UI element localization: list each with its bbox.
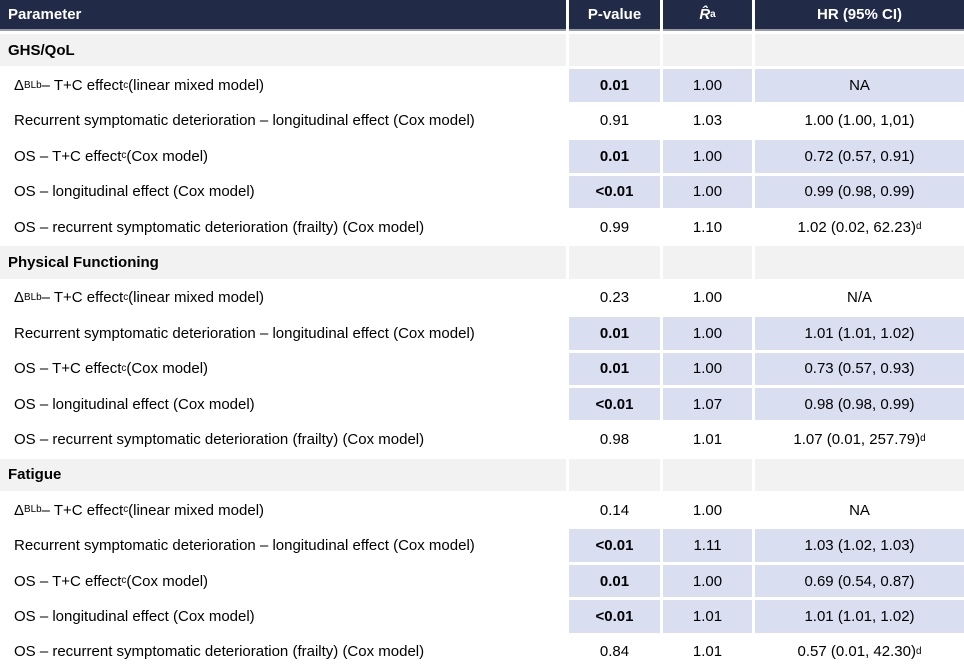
hr-ci-cell: 1.07 (0.01, 257.79) d [755,423,964,456]
section-cell-pvalue [569,458,660,492]
r-hat-cell: 1.00 [663,564,752,598]
hr-ci-cell: 0.69 (0.54, 0.87) [755,564,964,598]
p-value-cell: 0.99 [569,210,660,244]
section-cell-rhat [663,458,752,492]
section-title: Fatigue [0,458,566,492]
hr-ci-cell: NA [755,494,964,527]
section-title: GHS/QoL [0,34,566,67]
r-hat-cell: 1.01 [663,635,752,667]
p-value-cell: 0.01 [569,69,660,102]
hr-ci-cell: 1.01 (1.01, 1.02) [755,317,964,350]
hr-ci-cell: 0.73 (0.57, 0.93) [755,352,964,385]
parameter-label: OS – recurrent symptomatic deterioration… [0,423,566,456]
r-hat-cell: 1.00 [663,140,752,173]
parameter-label: Recurrent symptomatic deterioration – lo… [0,104,566,138]
p-value-cell: 0.98 [569,423,660,456]
column-header-parameter: Parameter [0,0,566,31]
hr-ci-cell: 0.72 (0.57, 0.91) [755,140,964,173]
parameter-label: Δ BL b – T+C effect c (linear mixed model) [0,69,566,102]
hr-ci-cell: 1.01 (1.01, 1.02) [755,600,964,633]
hr-ci-cell: 1.02 (0.02, 62.23) d [755,210,964,244]
r-hat-cell: 1.00 [663,352,752,385]
p-value-cell: 0.91 [569,104,660,138]
r-hat-cell: 1.00 [663,317,752,350]
parameter-label: OS – longitudinal effect (Cox model) [0,387,566,421]
p-value-cell: 0.01 [569,564,660,598]
hr-ci-cell: 0.98 (0.98, 0.99) [755,387,964,421]
parameter-label: OS – T+C effect c (Cox model) [0,352,566,385]
r-hat-cell: 1.07 [663,387,752,421]
p-value-cell: <0.01 [569,529,660,562]
p-value-cell: 0.14 [569,494,660,527]
parameter-label: Recurrent symptomatic deterioration – lo… [0,529,566,562]
r-hat-cell: 1.01 [663,600,752,633]
parameter-label: Δ BL b – T+C effect c (linear mixed model) [0,281,566,315]
parameter-label: OS – T+C effect c (Cox model) [0,140,566,173]
r-hat-cell: 1.11 [663,529,752,562]
p-value-cell: 0.01 [569,140,660,173]
hr-ci-cell: 0.57 (0.01, 42.30) d [755,635,964,667]
section-cell-hr [755,34,964,67]
parameter-label: Recurrent symptomatic deterioration – lo… [0,317,566,350]
r-hat-cell: 1.01 [663,423,752,456]
p-value-cell: 0.23 [569,281,660,315]
section-cell-pvalue [569,246,660,279]
hr-ci-cell: 1.00 (1.00, 1,01) [755,104,964,138]
column-header-pvalue: P-value [569,0,660,31]
hr-ci-cell: 1.03 (1.02, 1.03) [755,529,964,562]
p-value-cell: <0.01 [569,600,660,633]
column-header-rhat: R̂ a [663,0,752,31]
section-cell-hr [755,246,964,279]
r-hat-cell: 1.00 [663,69,752,102]
hr-ci-cell: 0.99 (0.98, 0.99) [755,175,964,208]
section-cell-rhat [663,246,752,279]
r-hat-cell: 1.00 [663,175,752,208]
parameter-label: OS – T+C effect c (Cox model) [0,564,566,598]
p-value-cell: 0.01 [569,352,660,385]
r-hat-cell: 1.10 [663,210,752,244]
section-title: Physical Functioning [0,246,566,279]
p-value-cell: 0.84 [569,635,660,667]
p-value-cell: <0.01 [569,175,660,208]
parameter-label: Δ BL b – T+C effect c (linear mixed model) [0,494,566,527]
parameter-label: OS – longitudinal effect (Cox model) [0,600,566,633]
parameter-label: OS – recurrent symptomatic deterioration… [0,210,566,244]
p-value-cell: <0.01 [569,387,660,421]
r-hat-cell: 1.00 [663,494,752,527]
p-value-cell: 0.01 [569,317,660,350]
parameter-label: OS – recurrent symptomatic deterioration… [0,635,566,667]
section-cell-hr [755,458,964,492]
column-header-hr-ci: HR (95% CI) [755,0,964,31]
section-cell-rhat [663,34,752,67]
hr-ci-cell: N/A [755,281,964,315]
r-hat-cell: 1.03 [663,104,752,138]
section-cell-pvalue [569,34,660,67]
r-hat-cell: 1.00 [663,281,752,315]
hr-ci-cell: NA [755,69,964,102]
parameter-label: OS – longitudinal effect (Cox model) [0,175,566,208]
